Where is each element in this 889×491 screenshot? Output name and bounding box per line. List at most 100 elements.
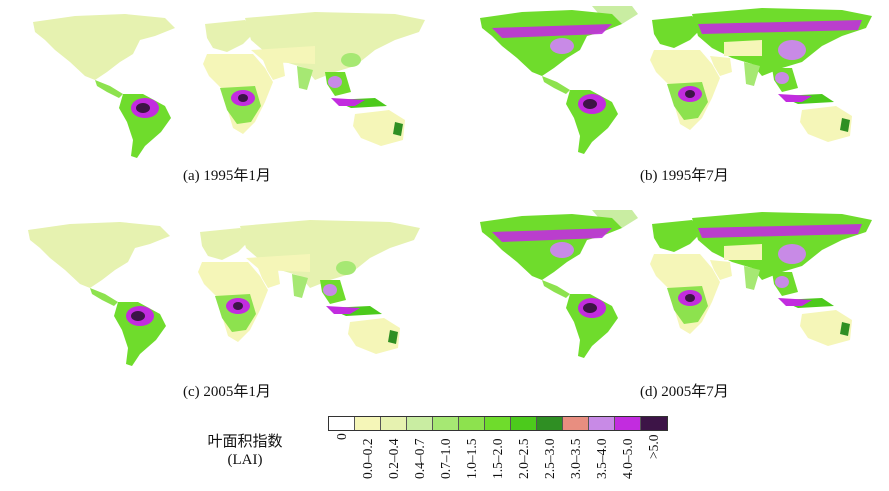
legend-label: 2.5–3.0 (542, 438, 557, 480)
amazon-core-zone (136, 103, 150, 113)
legend-title-lai-abbr: (LAI) (227, 452, 263, 468)
india-region (297, 66, 313, 90)
australia-region (800, 106, 852, 142)
indonesia-forest-zone (778, 94, 812, 102)
arabia-region (710, 260, 732, 280)
eastern-north-america-forest (550, 38, 574, 54)
boreal-forest-eurasia (698, 20, 862, 34)
legend-color-bar (328, 416, 668, 431)
caption-b: (b) 1995年7月 (640, 168, 729, 184)
legend-title: 叶面积指数 (LAI) (190, 432, 300, 470)
legend-label: 0.0–0.2 (360, 438, 375, 480)
legend-swatch (589, 417, 615, 430)
europe-region (200, 228, 250, 260)
legend-swatch (329, 417, 355, 430)
congo-core-zone (685, 90, 695, 98)
boreal-forest-eurasia (698, 224, 862, 238)
eastern-north-america-forest (550, 242, 574, 258)
east-asia-winter-zone (341, 53, 361, 67)
indonesia-forest-zone (331, 98, 365, 106)
southeast-asia-forest-zone (775, 276, 789, 288)
world-lai-map-b (480, 6, 872, 154)
india-region (744, 266, 760, 290)
legend-swatch (433, 417, 459, 430)
legend-swatch (381, 417, 407, 430)
central-asia-dryland (724, 244, 762, 260)
legend-label: 0.2–0.4 (386, 438, 401, 480)
central-america-region (542, 280, 570, 298)
world-lai-map-d (480, 210, 872, 358)
europe-region (652, 16, 702, 48)
legend-swatch (641, 417, 667, 430)
australia-region (800, 310, 852, 346)
legend-label: 0.4–0.7 (412, 438, 427, 480)
north-america-region (28, 222, 170, 288)
india-region (292, 274, 308, 298)
central-asia-dryland (251, 46, 315, 64)
india-region (744, 62, 760, 86)
greenland-region (592, 210, 638, 228)
legend-swatch (459, 417, 485, 430)
caption-c: (c) 2005年1月 (183, 384, 271, 400)
north-america-region (33, 14, 175, 80)
central-america-region (95, 80, 123, 98)
caption-a: (a) 1995年1月 (183, 168, 271, 184)
europe-region (205, 20, 255, 52)
central-america-region (542, 76, 570, 94)
legend-swatch (563, 417, 589, 430)
europe-region (652, 220, 702, 252)
australia-east-coast-zone (840, 118, 850, 132)
legend-label: 4.0–5.0 (620, 438, 635, 480)
central-asia-dryland (246, 254, 310, 272)
boreal-forest-north-america (492, 24, 612, 38)
indonesia-forest-zone (326, 306, 360, 314)
world-lai-map-c (28, 218, 420, 366)
legend-swatch (537, 417, 563, 430)
east-asia-winter-zone (336, 261, 356, 275)
greenland-region (145, 10, 191, 28)
legend-label: 3.5–4.0 (594, 438, 609, 480)
amazon-core-zone (583, 99, 597, 109)
legend-label: >5.0 (646, 434, 661, 460)
legend-swatch (355, 417, 381, 430)
australia-region (348, 318, 400, 354)
east-asia-forest (778, 244, 806, 264)
southeast-asia-forest-zone (775, 72, 789, 84)
legend-swatch (511, 417, 537, 430)
amazon-core-zone (131, 311, 145, 321)
southeast-asia-forest-zone (323, 284, 337, 296)
map-panel-d (462, 210, 882, 360)
caption-d: (d) 2005年7月 (640, 384, 729, 400)
australia-east-coast-zone (393, 122, 403, 136)
legend-label: 3.0–3.5 (568, 438, 583, 480)
world-lai-map-a (33, 10, 425, 158)
legend-swatch (407, 417, 433, 430)
east-asia-forest (778, 40, 806, 60)
arabia-region (263, 60, 285, 80)
legend-title-lai-cn: 叶面积指数 (207, 432, 283, 450)
map-panel-a (15, 10, 435, 160)
boreal-forest-north-america (492, 228, 612, 242)
congo-core-zone (233, 302, 243, 310)
greenland-region (592, 6, 638, 24)
indonesia-forest-zone (778, 298, 812, 306)
legend-labels: 0 0.0–0.2 0.2–0.4 0.4–0.7 0.7–1.0 1.0–1.5 1.5–… (328, 431, 708, 491)
central-asia-dryland (724, 40, 762, 56)
map-panel-c (10, 218, 430, 368)
arabia-region (710, 56, 732, 76)
legend-label: 1.0–1.5 (464, 438, 479, 480)
australia-region (353, 110, 405, 146)
legend-label: 0.7–1.0 (438, 438, 453, 480)
greenland-region (140, 218, 186, 236)
arabia-region (258, 268, 280, 288)
australia-east-coast-zone (840, 322, 850, 336)
central-america-region (90, 288, 118, 306)
legend-label: 0 (334, 432, 349, 440)
australia-east-coast-zone (388, 330, 398, 344)
map-panel-b (462, 6, 882, 156)
southeast-asia-forest-zone (328, 76, 342, 88)
legend-swatch (615, 417, 641, 430)
legend-swatch (485, 417, 511, 430)
legend-label: 1.5–2.0 (490, 438, 505, 480)
congo-core-zone (685, 294, 695, 302)
